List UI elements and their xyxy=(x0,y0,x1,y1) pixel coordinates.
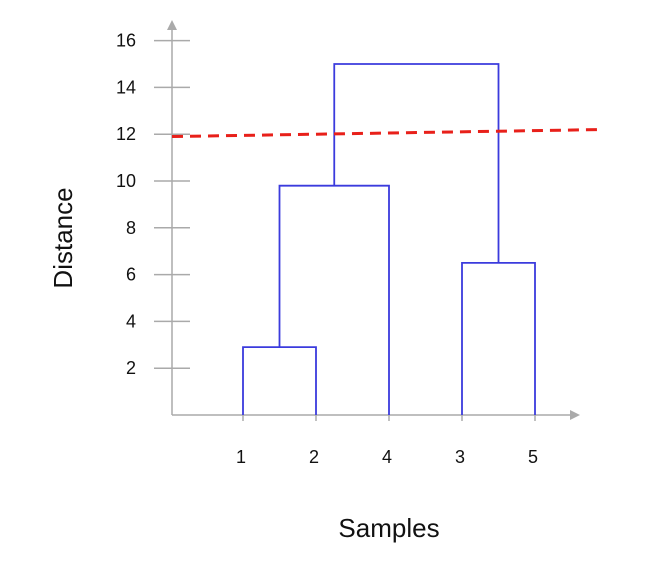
y-tick-label: 16 xyxy=(116,31,136,51)
y-tick-label: 4 xyxy=(126,311,136,331)
dendrogram-link xyxy=(333,63,500,263)
x-axis-title: Samples xyxy=(338,513,439,543)
dendrogram-link xyxy=(242,346,317,415)
x-tick-label: 5 xyxy=(528,447,538,467)
y-tick-label: 2 xyxy=(126,358,136,378)
dendrogram-link xyxy=(278,184,390,415)
dendrogram-links xyxy=(242,63,536,415)
axes xyxy=(167,20,580,420)
y-axis-title: Distance xyxy=(48,187,78,288)
y-tick-label: 12 xyxy=(116,124,136,144)
x-tick-label: 3 xyxy=(455,447,465,467)
x-tick-label: 2 xyxy=(309,447,319,467)
x-tick-label: 4 xyxy=(382,447,392,467)
y-ticks: 2 4 6 8 10 12 14 16 xyxy=(116,31,190,378)
y-tick-label: 8 xyxy=(126,218,136,238)
y-tick-label: 6 xyxy=(126,265,136,285)
y-axis-arrow xyxy=(167,20,177,30)
y-tick-label: 14 xyxy=(116,77,136,97)
y-tick-label: 10 xyxy=(116,171,136,191)
threshold-line xyxy=(171,128,604,139)
x-ticks: 1 2 4 3 5 xyxy=(236,415,538,467)
x-axis-arrow xyxy=(570,410,580,420)
dendrogram-link xyxy=(461,262,536,415)
x-tick-label: 1 xyxy=(236,447,246,467)
